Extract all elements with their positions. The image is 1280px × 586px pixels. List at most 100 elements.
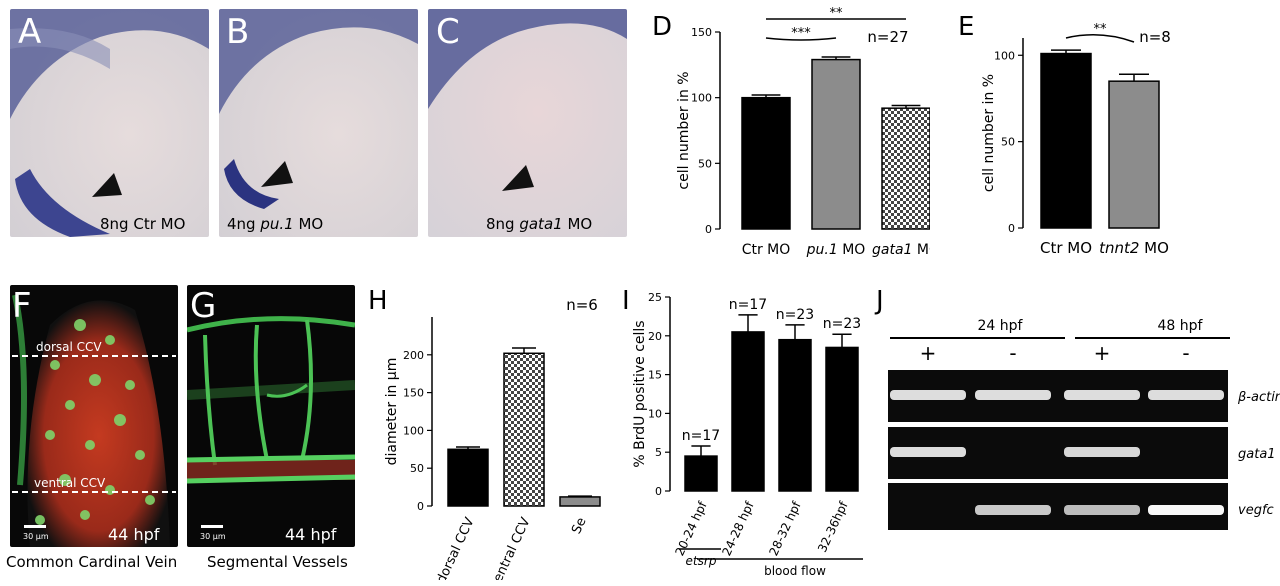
gel-gene-label: gata1 — [1238, 447, 1276, 462]
panel-a-drawing: 8ng Ctr MO — [10, 9, 209, 237]
bar — [559, 496, 601, 507]
y-tick-label: 5 — [655, 446, 662, 459]
bar-n-label: n=23 — [776, 307, 814, 323]
gel-lane-label: + — [1094, 341, 1111, 365]
y-tick-label: 50 — [698, 157, 712, 170]
gel-band — [1148, 390, 1224, 400]
gel-group-label: 24 hpf — [978, 318, 1024, 334]
panel-g-scale: 30 µm — [200, 532, 226, 541]
significance-label: *** — [791, 26, 811, 41]
gel-band — [975, 390, 1051, 400]
n-label: n=6 — [566, 296, 598, 314]
panel-b-letter: B — [226, 12, 250, 52]
x-tick-label: dorsal CCV — [434, 515, 478, 580]
panel-f-caption: Common Cardinal Vein — [6, 553, 178, 571]
group-label: blood flow — [764, 564, 826, 578]
panel-g-image: 30 µm 44 hpf — [187, 285, 355, 547]
y-axis-label: cell number in % — [981, 74, 997, 192]
y-tick-label: 50 — [1001, 136, 1015, 149]
y-tick-label: 25 — [648, 291, 662, 304]
bar — [503, 352, 545, 507]
bar — [1108, 80, 1160, 229]
panel-g-stage: 44 hpf — [285, 525, 337, 544]
y-tick-label: 0 — [705, 223, 712, 236]
panel-a-image: 8ng Ctr MO — [10, 9, 209, 237]
bar — [811, 58, 861, 230]
panel-f-scale: 30 µm — [23, 532, 49, 541]
gel-lane-label: + — [920, 341, 937, 365]
chart-d: 0 50 100 150 cell number in % Ctr MO pu.1 MO ga… — [676, 6, 930, 258]
y-tick-label: 0 — [655, 485, 662, 498]
ventral-ccv-label: ventral CCV — [34, 476, 106, 490]
panel-f-letter: F — [12, 286, 32, 326]
x-tick-label: gata1 MO — [872, 242, 930, 258]
gel-band — [890, 447, 966, 457]
gel-lane-label: - — [1009, 341, 1016, 365]
panel-f-image: dorsal CCV ventral CCV 30 µm 44 hpf — [10, 285, 178, 547]
group-label: etsrp — [686, 554, 717, 568]
panel-d-letter: D — [652, 12, 673, 42]
panel-a-letter: A — [18, 12, 42, 52]
gel-band — [975, 505, 1051, 515]
panel-g-caption: Segmental Vessels — [207, 553, 348, 571]
y-tick-label: 15 — [648, 369, 662, 382]
x-tick-label: 24-28 hpf — [719, 499, 757, 558]
gel-group-label: 48 hpf — [1158, 318, 1204, 334]
panel-g-drawing: 30 µm 44 hpf — [187, 285, 355, 547]
y-tick-label: 0 — [1008, 222, 1015, 235]
significance-label: ** — [1094, 22, 1108, 37]
panel-g-letter: G — [190, 286, 217, 326]
panel-b-image: 4ng pu.1 MO — [219, 9, 418, 237]
gel-gene-label: β-actin — [1237, 390, 1280, 405]
gel-gene-label: vegfc — [1238, 503, 1274, 518]
y-axis-label: diameter in µm — [384, 358, 400, 466]
panel-f-drawing: dorsal CCV ventral CCV 30 µm 44 hpf — [10, 285, 178, 547]
y-tick-label: 10 — [648, 407, 662, 420]
x-tick-label: 32-36hpf — [815, 499, 851, 555]
x-tick-label: ventral CCV — [487, 515, 533, 580]
y-tick-label: 100 — [403, 424, 424, 437]
bar — [1040, 52, 1092, 229]
y-tick-label: 50 — [410, 462, 424, 475]
panel-i-letter: I — [622, 286, 630, 316]
panel-a-caption: 8ng Ctr MO — [100, 215, 185, 233]
gel-band — [1148, 505, 1224, 515]
panel-c-image: 8ng gata1 MO — [428, 9, 627, 237]
gel-band — [1064, 447, 1140, 457]
bar — [825, 346, 859, 492]
gel-band — [1064, 505, 1140, 515]
bar — [778, 338, 812, 492]
n-label: n=8 — [1139, 28, 1171, 46]
bar — [447, 448, 489, 507]
bar — [881, 107, 930, 230]
gel-band — [1064, 390, 1140, 400]
panel-f-stage: 44 hpf — [108, 525, 160, 544]
x-tick-label: Se — [569, 515, 589, 536]
significance-bracket — [1065, 34, 1135, 43]
bar-n-label: n=23 — [823, 316, 861, 332]
y-tick-label: 200 — [403, 349, 424, 362]
y-axis-label: cell number in % — [676, 71, 692, 189]
gel-band — [890, 390, 966, 400]
panel-j-letter: J — [876, 286, 884, 316]
y-tick-label: 150 — [403, 387, 424, 400]
bar — [741, 96, 791, 230]
gel-lane-label: - — [1182, 341, 1189, 365]
x-tick-label: Ctr MO — [742, 242, 791, 258]
gel-j: 24 hpf 48 hpf + - + - β-actin gata1 vegfc — [888, 318, 1280, 530]
panel-b-drawing: 4ng pu.1 MO — [219, 9, 418, 237]
x-tick-label: 28-32 hpf — [766, 499, 804, 558]
y-tick-label: 0 — [417, 500, 424, 513]
panel-b-caption: 4ng pu.1 MO — [227, 215, 323, 233]
panel-c-caption: 8ng gata1 MO — [486, 215, 592, 233]
panel-e-letter: E — [958, 12, 975, 42]
x-tick-label: pu.1 MO — [806, 242, 866, 258]
bar-n-label: n=17 — [729, 297, 767, 313]
bar — [684, 455, 718, 492]
y-axis-label: % BrdU positive cells — [632, 320, 648, 467]
x-tick-label: tnnt2 MO — [1099, 239, 1169, 257]
y-tick-label: 100 — [994, 49, 1015, 62]
significance-label: ** — [830, 6, 844, 21]
